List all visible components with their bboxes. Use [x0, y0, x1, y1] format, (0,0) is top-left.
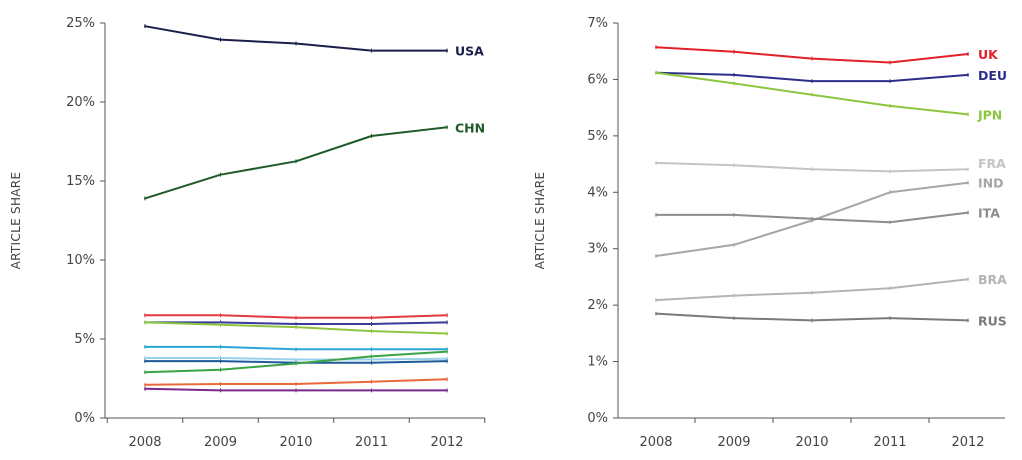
y-tick-label: 0% — [74, 411, 95, 426]
y-tick-label: 15% — [66, 174, 95, 189]
y-tick-label: 5% — [74, 332, 95, 347]
x-tick-label: 2011 — [873, 435, 906, 450]
series-label-rus: RUS — [978, 313, 1007, 328]
series-label-chn: CHN — [455, 120, 485, 135]
series-label-uk: UK — [978, 47, 999, 62]
y-tick-label: 3% — [587, 242, 608, 257]
y-tick-label: 0% — [587, 411, 608, 426]
y-tick-label: 5% — [587, 129, 608, 144]
series-line-usa — [144, 25, 448, 52]
chart-panel-1: 0% 5% 10% 15% 20% 25% 2008 2009 2010 2011 2012 ARTI… — [9, 16, 486, 450]
series-label-jpn: JPN — [977, 107, 1002, 122]
y-tick-label: 1% — [587, 355, 608, 370]
series-label-fra: FRA — [978, 156, 1006, 171]
x-tick-label: 2010 — [279, 435, 312, 450]
x-tick-label: 2009 — [204, 435, 237, 450]
y-tick-label: 20% — [66, 95, 95, 110]
y-tick-label: 10% — [66, 253, 95, 268]
y-tick-label: 7% — [587, 16, 608, 31]
y-tick-label: 4% — [587, 185, 608, 200]
series-line-bra — [655, 278, 969, 302]
x-tick-label: 2011 — [355, 435, 388, 450]
x-tick-label: 2010 — [795, 435, 828, 450]
series-label-ita: ITA — [978, 206, 1000, 221]
series-label-ind: IND — [978, 176, 1004, 191]
y-tick-label: 2% — [587, 298, 608, 313]
y-axis-label: ARTICLE SHARE — [533, 172, 547, 270]
y-tick-label: 25% — [66, 16, 95, 31]
y-axis-label: ARTICLE SHARE — [9, 172, 23, 270]
y-tick-label: 6% — [587, 72, 608, 87]
chart-panel-2: 0% 1% 2% 3% 4% 5% 6% 7% 2008 2009 2010 2011 2012 ARTI… — [533, 16, 1007, 450]
x-tick-label: 2012 — [951, 435, 984, 450]
x-tick-label: 2008 — [639, 435, 672, 450]
series-label-bra: BRA — [978, 272, 1007, 287]
series-label-usa: USA — [455, 44, 484, 59]
x-tick-label: 2008 — [128, 435, 161, 450]
x-tick-label: 2009 — [717, 435, 750, 450]
x-tick-label: 2012 — [430, 435, 463, 450]
series-label-deu: DEU — [978, 68, 1007, 83]
